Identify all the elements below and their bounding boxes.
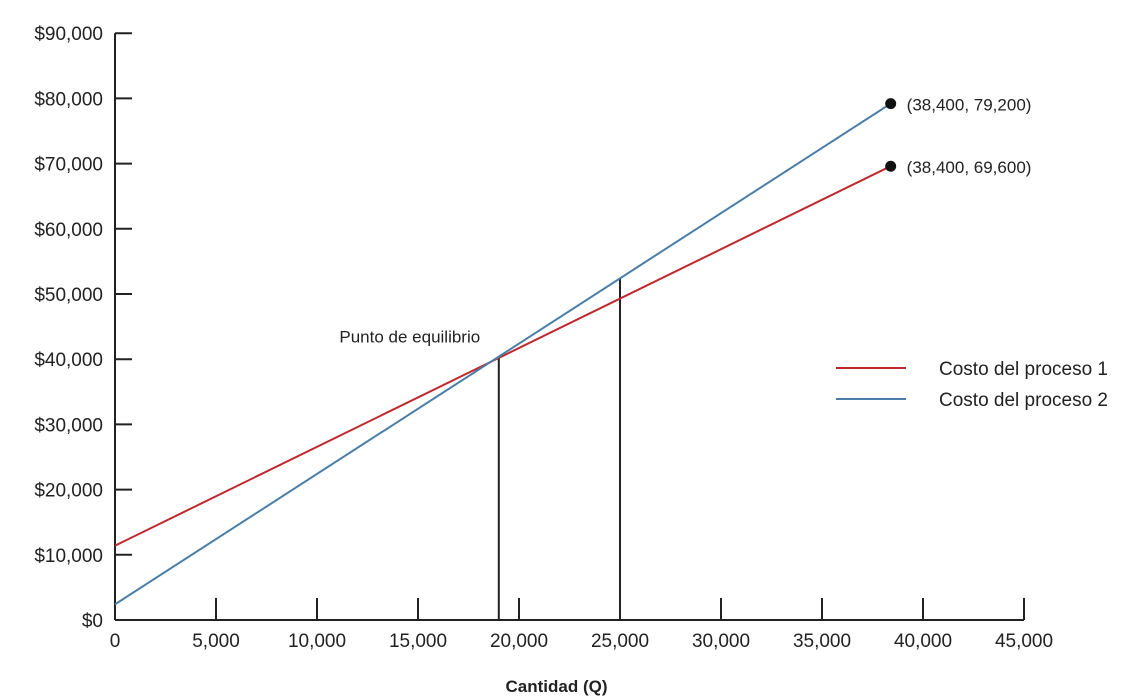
x-axis-title: Cantidad (Q) [506,677,608,696]
annotations: Punto de equilibrio [339,328,480,347]
data-point-label: (38,400, 69,600) [907,158,1032,177]
y-tick-label: $60,000 [34,220,103,241]
legend: Costo del proceso 1 Costo del proceso 2 [836,359,1108,411]
series-line-1 [114,165,892,547]
series-lines [114,102,892,606]
x-tick-label: 0 [110,631,121,652]
x-tick-label: 15,000 [389,631,447,652]
y-tick-label: $40,000 [34,350,103,371]
x-tick-label: 40,000 [894,631,952,652]
x-tick-label: 10,000 [288,631,346,652]
axes: $0 $10,000 $20,000 $30,000 $40,000 $50,000 $60… [34,24,1053,696]
annotation-label: Punto de equilibrio [339,328,480,347]
y-tick-label: $20,000 [34,481,103,502]
y-tick-label: $90,000 [34,24,103,45]
y-tick-label: $70,000 [34,155,103,176]
data-point [885,160,897,172]
x-tick-label: 25,000 [591,631,649,652]
y-tick-label: $80,000 [34,89,103,110]
data-point-label: (38,400, 79,200) [907,96,1032,115]
vertical-reference-lines [497,278,621,620]
y-tick-label: $30,000 [34,415,103,436]
y-tick-label: $50,000 [34,285,103,306]
series-line-2 [114,102,892,606]
x-tick-label: 45,000 [995,631,1053,652]
point-markers: (38,400, 79,200) (38,400, 69,600) [885,96,1032,177]
x-tick-label: 5,000 [192,631,240,652]
legend-label: Costo del proceso 2 [939,390,1108,411]
y-tick-label: $0 [82,611,103,632]
y-tick-label: $10,000 [34,546,103,567]
data-point [885,98,897,110]
x-tick-label: 35,000 [793,631,851,652]
legend-label: Costo del proceso 1 [939,359,1108,380]
x-tick-label: 20,000 [490,631,548,652]
x-tick-label: 30,000 [692,631,750,652]
